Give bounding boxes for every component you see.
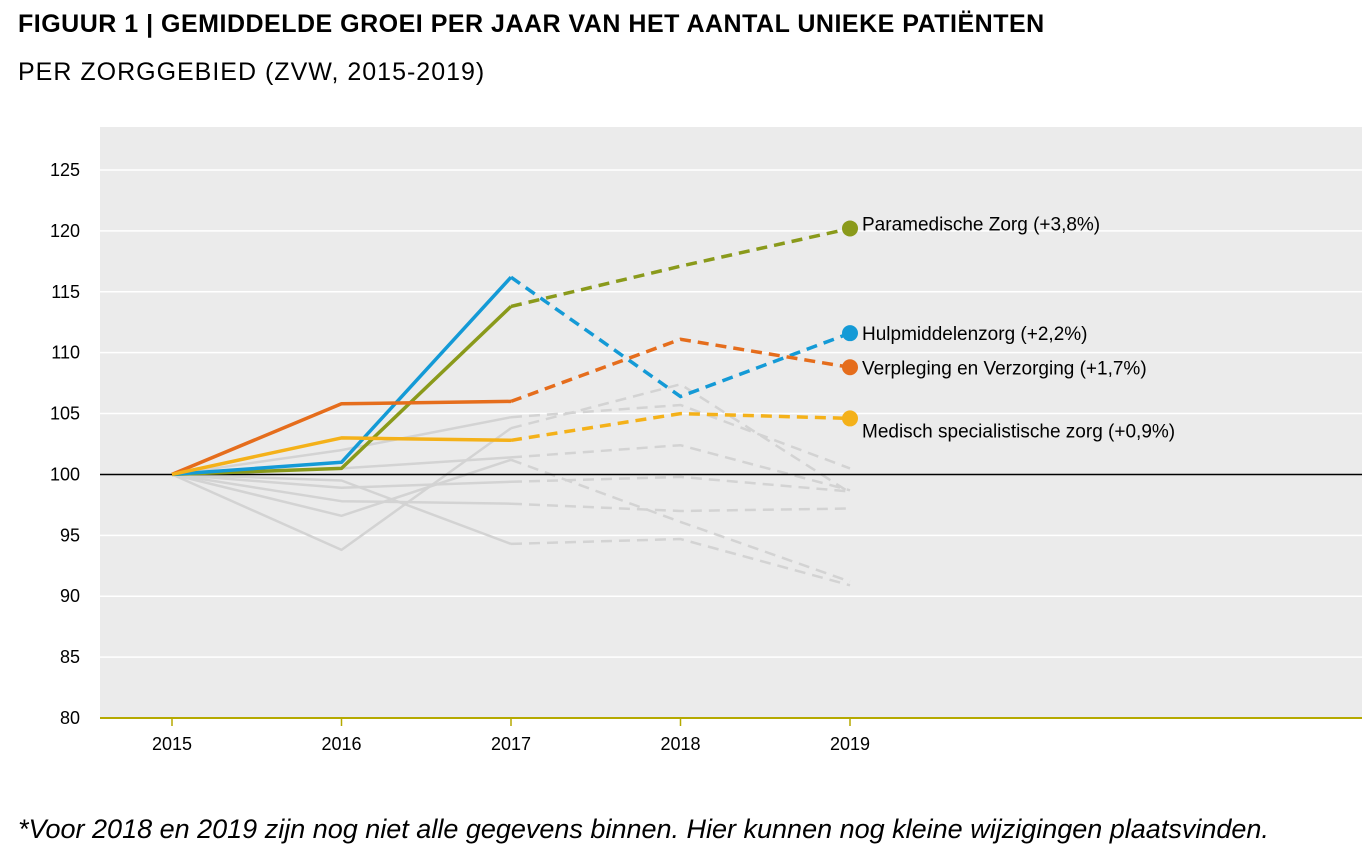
series-4-line-dashed	[510, 411, 851, 443]
series-2-line-solid	[171, 276, 513, 477]
background-series-2-solid	[171, 427, 512, 552]
background-series-6-solid	[171, 458, 512, 518]
background-series-4-solid	[171, 473, 512, 490]
plot-background	[100, 127, 1362, 718]
background-series-7-dashed	[510, 537, 851, 587]
figure-subtitle: PER ZORGGEBIED (ZVW, 2015-2019)	[18, 58, 486, 86]
background-series-5-dashed	[510, 502, 851, 513]
series-2-line-dashed	[509, 275, 851, 399]
series-2-label: Hulpmiddelenzorg (+2,2%)	[862, 324, 1087, 345]
y-axis-tick-labels: 80 85 90 95 100 105 110 115 120 125	[50, 160, 80, 728]
y-tick-label-115: 115	[51, 282, 80, 302]
y-tick-label-120: 120	[50, 221, 80, 241]
series-1-line-solid	[171, 305, 513, 477]
series-4-label: Medisch specialistische zorg (+0,9%)	[862, 421, 1175, 442]
background-series-7-solid	[171, 473, 512, 546]
y-tick-label-85: 85	[60, 647, 80, 667]
y-tick-label-95: 95	[60, 525, 80, 545]
series-4-line-solid	[171, 436, 512, 477]
background-series-6-dashed	[510, 458, 851, 583]
series-1-label: Paramedische Zorg (+3,8%)	[862, 214, 1100, 235]
background-series-3-dashed	[510, 443, 851, 492]
y-tick-label-80: 80	[60, 708, 80, 728]
y-tick-label-110: 110	[51, 343, 80, 363]
series-2-end-marker	[842, 325, 858, 342]
x-tick-label-2019: 2019	[830, 734, 870, 754]
x-tick-label-2015: 2015	[152, 734, 192, 754]
x-tick-label-2017: 2017	[491, 734, 531, 754]
series-4-end-marker	[842, 410, 858, 427]
series-1-line-dashed	[510, 226, 851, 309]
series-3-label: Verpleging en Verzorging (+1,7%)	[862, 358, 1147, 379]
y-tick-label-100: 100	[50, 464, 80, 484]
y-tick-label-90: 90	[60, 586, 80, 606]
series-3-line-solid	[171, 399, 512, 477]
figure-title: FIGUUR 1 | GEMIDDELDE GROEI PER JAAR VAN…	[18, 10, 1045, 38]
background-series	[171, 382, 851, 587]
series-3-end-marker	[842, 359, 858, 376]
background-series-5-solid	[171, 473, 512, 505]
y-tick-label-125: 125	[50, 160, 80, 180]
background-series-1-solid	[171, 415, 512, 476]
highlighted-series	[171, 220, 858, 477]
series-1-end-marker	[842, 220, 858, 237]
x-tick-label-2018: 2018	[660, 734, 700, 754]
series-3-line-dashed	[510, 337, 851, 404]
background-series-2-dashed	[510, 382, 851, 494]
x-axis-ticks: 2015 2016 2017 2018 2019	[152, 718, 870, 754]
y-tick-label-105: 105	[50, 404, 80, 424]
series-labels: Paramedische Zorg (+3,8%) Hulpmiddelenzor…	[862, 214, 1175, 442]
x-tick-label-2016: 2016	[321, 734, 361, 754]
footnote: *Voor 2018 en 2019 zijn nog niet alle ge…	[18, 814, 1269, 844]
